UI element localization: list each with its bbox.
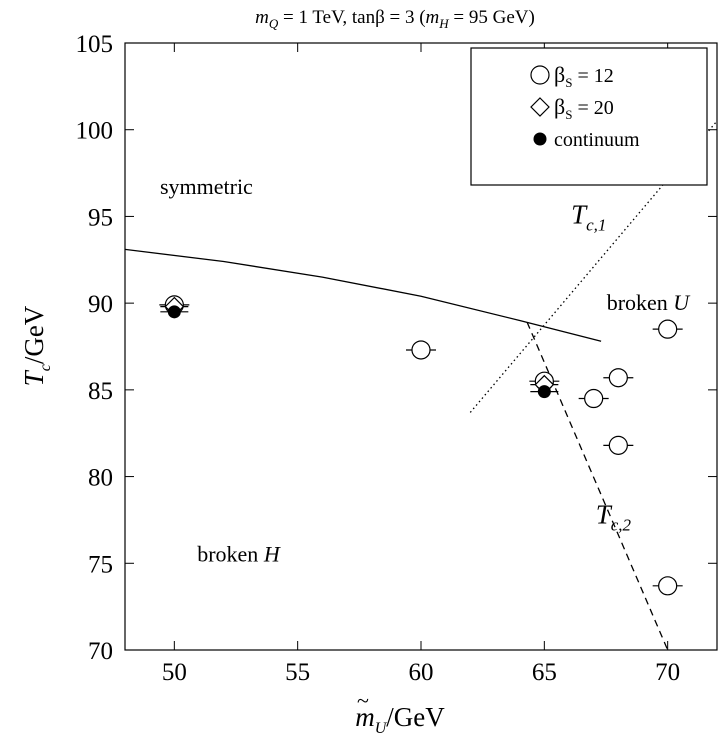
legend-label-1: βS = 20 <box>554 94 614 122</box>
x-axis-label-tilde: ~ <box>357 688 369 713</box>
point-circle-filled-1 <box>537 385 551 399</box>
legend-rest-0: = 12 <box>572 65 613 87</box>
line-dotted <box>469 120 718 413</box>
region-label-0: symmetric <box>160 174 253 199</box>
x-tick-label-3: 65 <box>532 659 557 686</box>
point-circle-open-6 <box>658 319 678 339</box>
point-circle-open-7 <box>658 576 678 596</box>
y-tick-label-1: 75 <box>88 551 113 578</box>
y-tick-label-3: 85 <box>88 378 113 405</box>
legend-marker-circle-filled <box>533 132 547 146</box>
y-axis-label: Tc/GeV <box>19 305 54 386</box>
region-text-0: symmetric <box>160 174 253 199</box>
x-tick-label-2: 60 <box>409 659 434 686</box>
legend-label-0: βS = 12 <box>554 62 614 90</box>
curve-label-0: Tc,1 <box>571 199 606 234</box>
y-tick-label-7: 105 <box>76 31 114 58</box>
curve-label-sub-0: c,1 <box>586 215 606 234</box>
point-circle-open-3 <box>584 388 604 409</box>
line-dashed <box>526 321 669 651</box>
ylabel-t: T <box>19 369 49 386</box>
curve-label-t-1: T <box>596 499 613 529</box>
chart-title: mQ = 1 TeV, tanβ = 3 (mH = 95 GeV) <box>255 7 535 31</box>
legend-sub-0: S <box>565 75 572 90</box>
curve-label-t-0: T <box>571 199 588 229</box>
point-circle-open-4 <box>608 368 628 388</box>
x-tick-label-4: 70 <box>655 659 680 686</box>
point-circle-filled-0 <box>167 305 181 319</box>
x-axis-label: mU/GeV <box>355 702 445 737</box>
x-tick-label-1: 55 <box>285 659 310 686</box>
region-italic-2: H <box>263 542 281 567</box>
region-text-1: broken <box>607 290 674 315</box>
legend-sub-1: S <box>565 107 572 122</box>
title-mid: = 1 TeV, tanβ = 3 ( <box>278 7 425 28</box>
title-sub2: H <box>438 16 449 31</box>
point-circle-open-1 <box>411 340 431 360</box>
y-tick-label-2: 80 <box>88 465 113 492</box>
point-circle-open-5 <box>608 435 628 455</box>
title-end: = 95 GeV) <box>449 7 535 28</box>
ylabel-unit: /GeV <box>19 305 49 364</box>
legend-beta-1: β <box>554 94 565 119</box>
x-tick-label-0: 50 <box>162 659 187 686</box>
curve-label-sub-1: c,2 <box>611 515 632 534</box>
legend-beta-0: β <box>554 62 565 87</box>
legend-marker-circle-open <box>530 65 550 85</box>
title-sub1: Q <box>269 16 279 31</box>
region-label-2: broken H <box>197 542 281 567</box>
y-tick-label-4: 90 <box>88 291 113 318</box>
legend-box <box>470 47 708 186</box>
curve-label-1: Tc,2 <box>596 499 632 534</box>
xlabel-m: m <box>355 702 375 732</box>
xlabel-sub: U <box>375 720 388 737</box>
xlabel-unit: /GeV <box>386 702 445 732</box>
region-italic-1: U <box>673 290 691 315</box>
y-tick-label-6: 100 <box>76 118 114 145</box>
region-text-2: broken <box>197 542 264 567</box>
region-label-1: broken U <box>607 290 692 315</box>
legend-label-2: continuum <box>554 129 640 151</box>
line-solid <box>124 248 602 342</box>
ylabel-sub: c <box>37 364 54 371</box>
title-m2: m <box>426 7 440 28</box>
legend-marker-diamond-open <box>530 97 550 117</box>
legend-rest-1: = 20 <box>572 97 613 119</box>
title-m1: m <box>255 7 269 28</box>
y-tick-label-5: 95 <box>88 204 113 231</box>
y-tick-label-0: 70 <box>88 638 113 665</box>
